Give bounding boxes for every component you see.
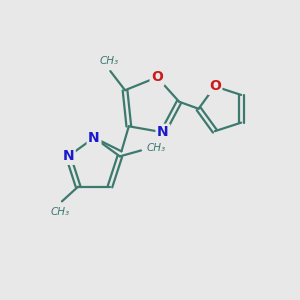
Text: O: O bbox=[151, 70, 163, 84]
Text: CH₃: CH₃ bbox=[99, 56, 119, 66]
Text: CH₃: CH₃ bbox=[146, 142, 165, 152]
Text: N: N bbox=[157, 125, 169, 139]
Text: N: N bbox=[88, 130, 100, 145]
Text: CH₃: CH₃ bbox=[51, 207, 70, 217]
Text: O: O bbox=[209, 80, 221, 93]
Text: N: N bbox=[62, 149, 74, 164]
